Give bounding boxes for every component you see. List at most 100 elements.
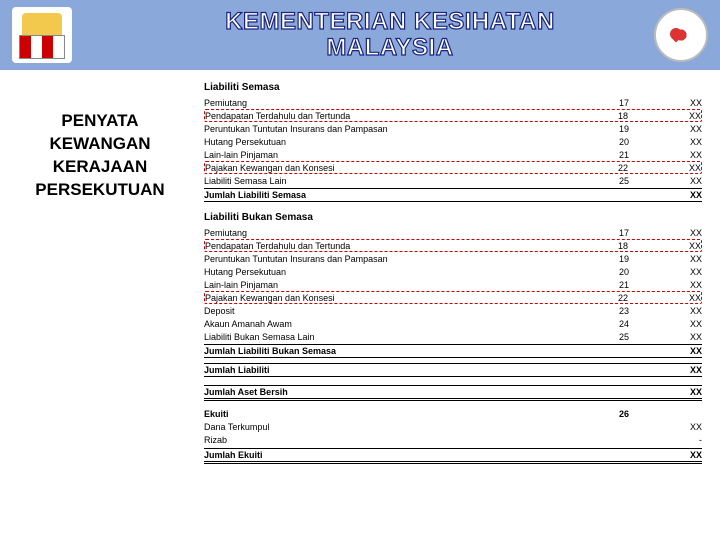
equity-header-row: Ekuiti 26 [204,407,702,420]
liab-bukan-semasa-value: XX [648,306,702,316]
liab-semasa-note: 18 [599,111,647,121]
total-liabiliti-row: Jumlah Liabiliti XX [204,363,702,377]
crest-left-icon [12,7,72,63]
equity-title: Ekuiti [204,409,600,419]
liab-bukan-semasa-note: 24 [600,319,648,329]
liab-semasa-label: Peruntukan Tuntutan Insurans dan Pampasa… [204,124,600,134]
main-content: PENYATA KEWANGAN KERAJAAN PERSEKUTUAN Li… [0,70,720,472]
equity-total-label: Jumlah Ekuiti [204,450,600,460]
liab-semasa-value: XX [648,176,702,186]
liab-bukan-semasa-label: Pemiutang [204,228,600,238]
liab-bukan-semasa-row: Akaun Amanah Awam24XX [204,317,702,330]
liab-semasa-note: 17 [600,98,648,108]
liab-semasa-label: Hutang Persekutuan [204,137,600,147]
liab-bukan-semasa-row: Pajakan Kewangan dan Konsesi22XX [204,291,702,304]
liab-semasa-row: Pendapatan Terdahulu dan Tertunda18XX [204,109,702,122]
liab-bukan-semasa-value: XX [648,280,702,290]
liab-semasa-value: XX [647,163,701,173]
liab-semasa-note: 25 [600,176,648,186]
liab-semasa-note: 20 [600,137,648,147]
liab-semasa-row: Lain-lain Pinjaman21XX [204,148,702,161]
liab-semasa-label: Pajakan Kewangan dan Konsesi [205,163,599,173]
header-title-line1: KEMENTERIAN KESIHATAN [225,8,555,35]
liab-bukan-semasa-note: 21 [600,280,648,290]
liab-semasa-label: Pendapatan Terdahulu dan Tertunda [205,111,599,121]
equity-item-label: Rizab [204,435,600,445]
liab-bukan-semasa-note: 23 [600,306,648,316]
liab-semasa-row: Hutang Persekutuan20XX [204,135,702,148]
liab-semasa-row: Pajakan Kewangan dan Konsesi22XX [204,161,702,174]
equity-item-label: Dana Terkumpul [204,422,600,432]
section-a-subtotal: Jumlah Liabiliti Semasa XX [204,188,702,202]
liab-bukan-semasa-value: XX [648,254,702,264]
left-title-block: PENYATA KEWANGAN KERAJAAN PERSEKUTUAN [0,70,200,472]
liab-bukan-semasa-value: XX [648,319,702,329]
liab-semasa-value: XX [648,137,702,147]
total-liabiliti-label: Jumlah Liabiliti [204,365,600,375]
liab-bukan-semasa-label: Liabiliti Bukan Semasa Lain [204,332,600,342]
section-b-title: Liabiliti Bukan Semasa [204,212,702,223]
equity-item-value: - [648,435,702,445]
left-line4: PERSEKUTUAN [10,179,190,202]
liab-semasa-label: Pemiutang [204,98,600,108]
liab-bukan-semasa-note: 19 [600,254,648,264]
liab-semasa-row: Pemiutang17XX [204,96,702,109]
section-b-subtotal-val: XX [648,346,702,356]
left-line2: KEWANGAN [10,133,190,156]
left-line1: PENYATA [10,110,190,133]
left-line3: KERAJAAN [10,156,190,179]
liab-semasa-value: XX [648,124,702,134]
liab-bukan-semasa-row: Pemiutang17XX [204,226,702,239]
section-a-subtotal-val: XX [648,190,702,200]
liab-bukan-semasa-label: Hutang Persekutuan [204,267,600,277]
equity-item-value: XX [648,422,702,432]
equity-total-val: XX [648,450,702,460]
liab-semasa-value: XX [648,98,702,108]
liab-bukan-semasa-row: Lain-lain Pinjaman21XX [204,278,702,291]
section-b-subtotal: Jumlah Liabiliti Bukan Semasa XX [204,344,702,358]
liab-bukan-semasa-value: XX [648,267,702,277]
liab-semasa-note: 21 [600,150,648,160]
liab-bukan-semasa-note: 18 [599,241,647,251]
liab-bukan-semasa-note: 17 [600,228,648,238]
equity-item-row: Rizab - [204,433,702,446]
liab-bukan-semasa-label: Deposit [204,306,600,316]
liab-bukan-semasa-note: 22 [599,293,647,303]
crest-right-icon [654,8,708,62]
liab-semasa-row: Peruntukan Tuntutan Insurans dan Pampasa… [204,122,702,135]
net-assets-row: Jumlah Aset Bersih XX [204,385,702,401]
liab-bukan-semasa-row: Liabiliti Bukan Semasa Lain25XX [204,330,702,343]
liab-semasa-note: 19 [600,124,648,134]
liab-semasa-label: Liabiliti Semasa Lain [204,176,600,186]
net-assets-val: XX [648,387,702,397]
liab-semasa-value: XX [647,111,701,121]
liab-semasa-note: 22 [599,163,647,173]
statement-table: Liabiliti Semasa Pemiutang17XXPendapatan… [200,70,720,472]
equity-item-row: Dana Terkumpul XX [204,420,702,433]
liab-bukan-semasa-row: Deposit23XX [204,304,702,317]
liab-semasa-value: XX [648,150,702,160]
liab-bukan-semasa-row: Hutang Persekutuan20XX [204,265,702,278]
section-a-subtotal-label: Jumlah Liabiliti Semasa [204,190,600,200]
liab-bukan-semasa-value: XX [648,332,702,342]
liab-bukan-semasa-label: Peruntukan Tuntutan Insurans dan Pampasa… [204,254,600,264]
liab-bukan-semasa-value: XX [647,293,701,303]
liab-bukan-semasa-label: Lain-lain Pinjaman [204,280,600,290]
section-b-subtotal-label: Jumlah Liabiliti Bukan Semasa [204,346,600,356]
liab-semasa-row: Liabiliti Semasa Lain25XX [204,174,702,187]
liab-bukan-semasa-note: 25 [600,332,648,342]
equity-note: 26 [600,409,648,419]
liab-bukan-semasa-label: Pendapatan Terdahulu dan Tertunda [205,241,599,251]
total-liabiliti-val: XX [648,365,702,375]
liab-bukan-semasa-row: Pendapatan Terdahulu dan Tertunda18XX [204,239,702,252]
liab-bukan-semasa-label: Akaun Amanah Awam [204,319,600,329]
header-title: KEMENTERIAN KESIHATAN MALAYSIA [72,9,708,62]
equity-total-row: Jumlah Ekuiti XX [204,448,702,464]
net-assets-label: Jumlah Aset Bersih [204,387,600,397]
liab-bukan-semasa-value: XX [647,241,701,251]
header-band: KEMENTERIAN KESIHATAN MALAYSIA [0,0,720,70]
section-a-title: Liabiliti Semasa [204,82,702,93]
liab-bukan-semasa-label: Pajakan Kewangan dan Konsesi [205,293,599,303]
liab-semasa-label: Lain-lain Pinjaman [204,150,600,160]
liab-bukan-semasa-value: XX [648,228,702,238]
